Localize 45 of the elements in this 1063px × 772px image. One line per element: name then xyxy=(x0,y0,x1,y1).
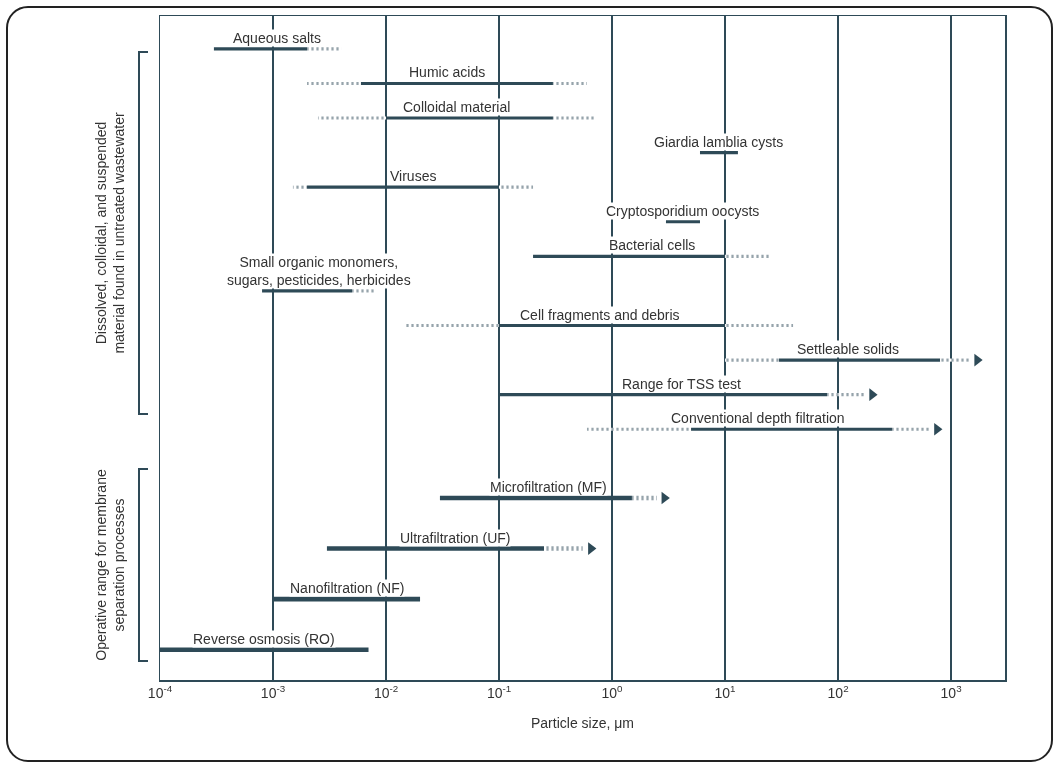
bar xyxy=(891,427,930,431)
bar xyxy=(552,116,595,120)
category-label: Bacterial cells xyxy=(609,237,696,253)
x-tick-label: 10$^{3}$ xyxy=(940,683,963,702)
category-label: Colloidal material xyxy=(403,99,511,115)
bar xyxy=(725,358,779,362)
bar xyxy=(552,81,587,85)
x-tick-label: 10$^{-1}$ xyxy=(486,683,512,702)
category-label: Cryptosporidium oocysts xyxy=(606,203,760,219)
y-tick-label: Microfiltration (MF) xyxy=(490,479,607,495)
category-label: Cell fragments and debris xyxy=(520,307,680,323)
y-axis-title: Operative range for membrane separation processes xyxy=(93,469,128,661)
x-axis-title: Particle size, μm xyxy=(531,715,634,732)
y-tick-label: Nanofiltration (NF) xyxy=(290,580,405,596)
x-tick-label: 10$^{0}$ xyxy=(601,683,624,702)
bar xyxy=(317,116,387,120)
x-tick-label: 10$^{-4}$ xyxy=(147,683,173,702)
bar xyxy=(307,81,361,85)
bar xyxy=(725,254,771,258)
bar xyxy=(405,323,500,328)
bar xyxy=(292,185,308,189)
x-tick-label: 10$^{-2}$ xyxy=(373,683,399,702)
bar xyxy=(725,323,794,328)
category-label: Viruses xyxy=(390,168,437,184)
category-label: Range for TSS test xyxy=(622,376,741,392)
bar xyxy=(307,47,342,51)
category-label: Settleable solids xyxy=(797,341,899,357)
x-tick-label: 10$^{1}$ xyxy=(714,683,736,702)
x-tick-label: 10$^{-3}$ xyxy=(260,683,286,702)
y-tick-label: Ultrafiltration (UF) xyxy=(400,530,511,546)
category-label: Giardia lamblia cysts xyxy=(654,134,784,150)
bar xyxy=(499,185,534,189)
y-tick-label: Reverse osmosis (RO) xyxy=(193,631,335,647)
bar xyxy=(352,289,376,293)
category-label: Small organic monomers, sugars, pesticides, herbicides xyxy=(227,254,411,289)
bar xyxy=(586,427,692,431)
category-label: Aqueous salts xyxy=(233,30,321,46)
bar xyxy=(544,546,583,551)
category-label: Humic acids xyxy=(409,64,486,80)
bar xyxy=(827,393,865,397)
bar xyxy=(940,358,971,362)
category-label: Conventional depth filtration xyxy=(671,410,845,426)
y-axis-title: Dissolved, colloidal, and suspended material found in untreated wastewater xyxy=(93,112,128,354)
x-tick-label: 10$^{2}$ xyxy=(827,683,849,702)
bar xyxy=(665,220,700,224)
